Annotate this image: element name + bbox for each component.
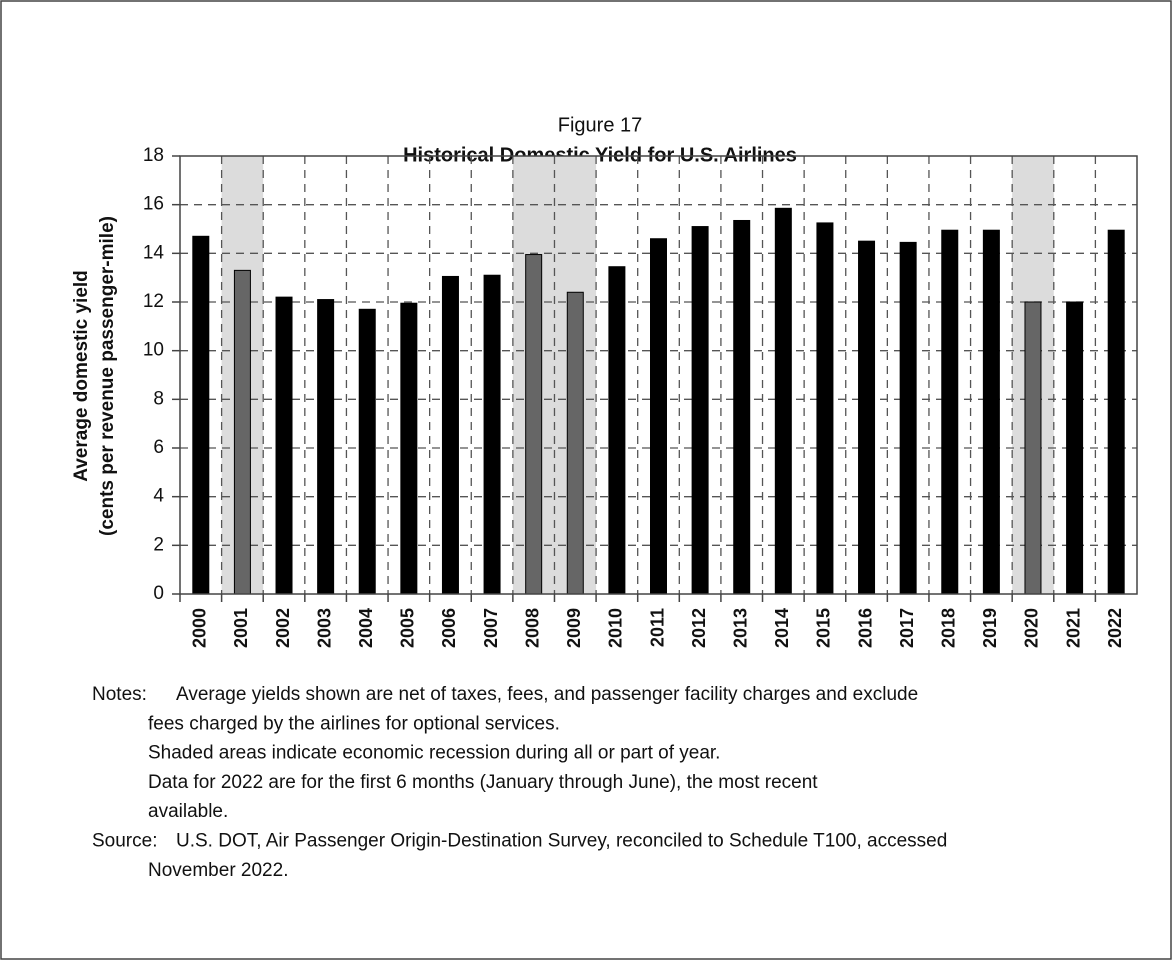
source-line: November 2022.: [148, 860, 288, 881]
note-line: Shaded areas indicate economic recession…: [148, 743, 720, 764]
bar: [608, 266, 626, 595]
x-tick-label: 2021: [1063, 608, 1083, 648]
bar: [691, 226, 709, 595]
note-line: available.: [148, 801, 228, 822]
x-tick-label: 2007: [481, 608, 501, 648]
x-tick-label: 2000: [190, 608, 210, 648]
x-tick-label: 2006: [439, 608, 459, 648]
y-label-line: Average domestic yield: [71, 270, 92, 482]
note-line: Average yields shown are net of taxes, f…: [176, 684, 918, 705]
note-line: fees charged by the airlines for optiona…: [148, 713, 560, 734]
bar: [816, 222, 834, 595]
y-tick-label: 6: [153, 437, 164, 458]
x-tick-label: 2004: [356, 608, 376, 648]
x-tick-label: 2013: [730, 608, 750, 648]
bar: [317, 299, 335, 595]
bar: [858, 240, 876, 595]
y-label-line: (cents per revenue passenger-mile): [97, 216, 118, 536]
bar: [441, 275, 459, 595]
x-tick-label: 2017: [897, 608, 917, 648]
bar: [982, 229, 1000, 595]
y-tick-label: 8: [153, 388, 164, 409]
bar: [899, 241, 917, 595]
x-tick-label: 2001: [231, 608, 251, 648]
x-tick-label: 2011: [647, 608, 667, 647]
x-tick-label: 2003: [314, 608, 334, 648]
y-tick-label: 14: [143, 242, 165, 263]
bar: [192, 235, 210, 595]
x-tick-label: 2009: [564, 608, 584, 648]
y-axis-label: Average domestic yield (cents per revenu…: [71, 216, 118, 536]
bar: [400, 302, 418, 595]
bar: [1107, 229, 1125, 595]
x-tick-label: 2010: [606, 608, 626, 648]
source-line: U.S. DOT, Air Passenger Origin-Destinati…: [176, 831, 947, 852]
bar: [566, 291, 584, 595]
bar: [525, 254, 543, 595]
x-tick-label: 2020: [1022, 608, 1042, 648]
x-tick-label: 2018: [939, 608, 959, 648]
bar: [774, 207, 792, 595]
notes-label: Notes:: [92, 684, 147, 705]
bar: [733, 219, 751, 595]
x-tick-label: 2008: [522, 608, 542, 648]
bar: [1024, 301, 1042, 595]
source-label: Source:: [92, 831, 157, 852]
x-tick-label: 2002: [273, 608, 293, 648]
figure-label: Figure 17: [558, 114, 643, 136]
bar: [233, 269, 251, 595]
y-tick-label: 2: [153, 534, 164, 555]
y-tick-label: 16: [143, 194, 164, 215]
x-tick-label: 2005: [398, 608, 418, 648]
bar: [483, 274, 501, 595]
bar: [650, 238, 667, 595]
y-tick-label: 4: [153, 486, 164, 507]
bar: [275, 296, 293, 595]
y-tick-label: 12: [143, 291, 164, 312]
y-tick-label: 10: [143, 340, 164, 361]
note-line: Data for 2022 are for the first 6 months…: [148, 772, 818, 793]
y-tick-label: 0: [153, 583, 164, 604]
x-tick-label: 2019: [980, 608, 1000, 648]
plot-border: [179, 155, 1138, 595]
y-tick-label: 18: [143, 145, 164, 166]
x-tick-label: 2015: [814, 608, 834, 648]
x-tick-label: 2022: [1105, 608, 1125, 648]
x-tick-label: 2014: [772, 608, 792, 648]
x-tick-label: 2012: [689, 608, 709, 648]
bar: [358, 308, 376, 595]
bar: [1066, 301, 1084, 595]
x-tick-label: 2016: [855, 608, 875, 648]
bar: [941, 229, 959, 595]
